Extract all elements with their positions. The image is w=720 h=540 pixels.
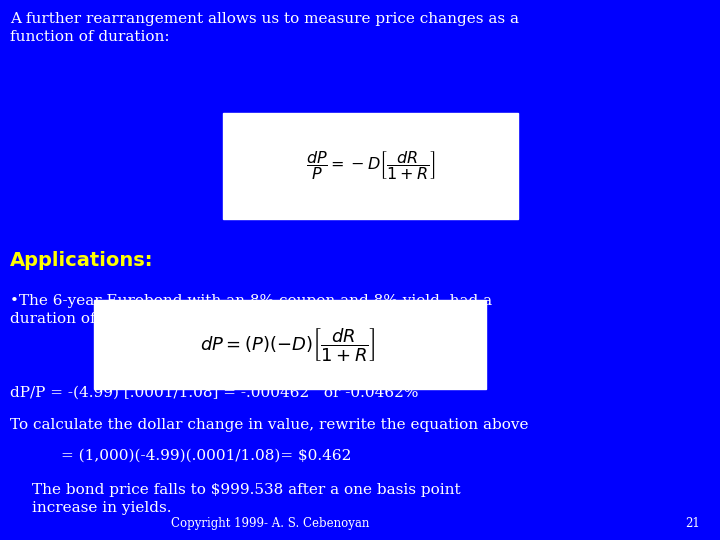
Text: •The 6-year Eurobond with an 8% coupon and 8% yield, had a
duration of D = 4.99 : •The 6-year Eurobond with an 8% coupon a… [10, 294, 492, 326]
Text: A further rearrangement allows us to measure price changes as a
function of dura: A further rearrangement allows us to mea… [10, 12, 519, 44]
Text: $\dfrac{dP}{P} = -D\left[\dfrac{dR}{1+R}\right]$: $\dfrac{dP}{P} = -D\left[\dfrac{dR}{1+R}… [306, 149, 436, 183]
FancyBboxPatch shape [94, 300, 486, 389]
Text: The bond price falls to $999.538 after a one basis point
increase in yields.: The bond price falls to $999.538 after a… [32, 483, 461, 515]
Text: Applications:: Applications: [10, 251, 153, 270]
Text: To calculate the dollar change in value, rewrite the equation above: To calculate the dollar change in value,… [10, 418, 528, 433]
FancyBboxPatch shape [223, 113, 518, 219]
Text: $dP = (P)(-D)\left[\dfrac{dR}{1+R}\right]$: $dP = (P)(-D)\left[\dfrac{dR}{1+R}\right… [200, 326, 376, 363]
Text: 21: 21 [685, 517, 700, 530]
Text: = (1,000)(-4.99)(.0001/1.08)= $0.462: = (1,000)(-4.99)(.0001/1.08)= $0.462 [61, 448, 351, 462]
Text: dP/P = -(4.99) [.0001/1.08] = -.000462   or -0.0462%: dP/P = -(4.99) [.0001/1.08] = -.000462 o… [10, 386, 418, 400]
Text: Copyright 1999- A. S. Cebenoyan: Copyright 1999- A. S. Cebenoyan [171, 517, 369, 530]
